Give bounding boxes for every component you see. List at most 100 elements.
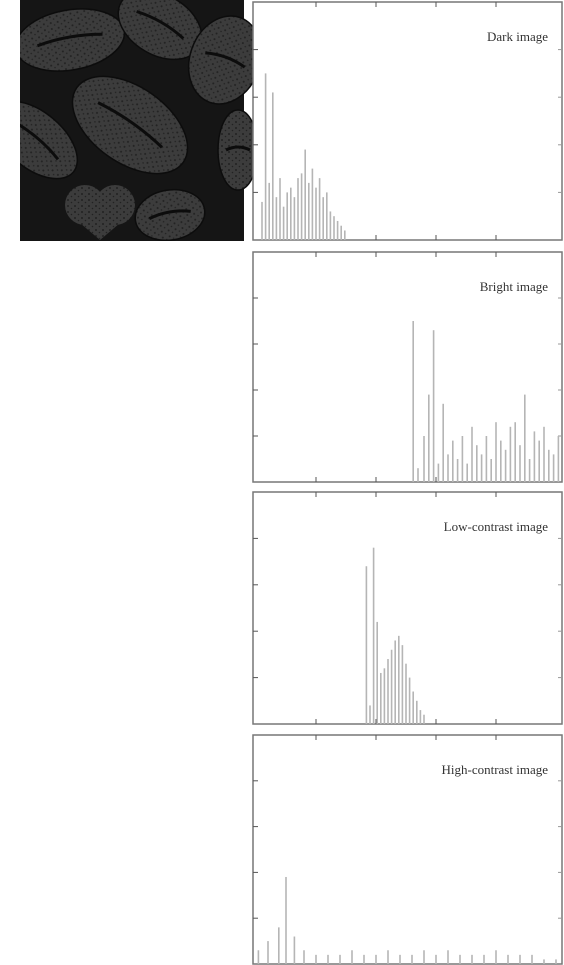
hist-bar xyxy=(438,464,440,482)
hist-bar xyxy=(538,441,540,482)
grain-slit xyxy=(37,281,103,295)
hist-bar xyxy=(507,955,509,964)
heart-lobe xyxy=(65,435,105,475)
hist-bar xyxy=(297,178,299,240)
pollen-image xyxy=(0,0,273,246)
grain xyxy=(11,251,130,329)
hist-bar xyxy=(452,441,454,482)
hist-bar xyxy=(301,173,303,240)
grain xyxy=(0,336,91,443)
hist-bar xyxy=(495,950,497,964)
grain-slit xyxy=(205,540,245,557)
grain-slit xyxy=(226,397,250,400)
hist-bar xyxy=(363,955,365,964)
hist-bar xyxy=(312,169,314,240)
grain-body xyxy=(11,251,130,329)
hist-bar xyxy=(447,454,449,482)
hist-bar xyxy=(366,566,368,724)
grain-slit xyxy=(226,637,250,640)
hist-bar xyxy=(376,622,378,724)
image-bg xyxy=(10,733,244,965)
hist-bar xyxy=(283,207,285,240)
grain-body xyxy=(0,576,91,683)
grain-slit xyxy=(12,608,60,649)
panel-title: Dark image xyxy=(487,29,548,44)
hist-bar xyxy=(369,705,371,724)
grain-body xyxy=(106,227,214,324)
hist-bar xyxy=(337,221,339,240)
hist-bar xyxy=(558,436,560,482)
grain-slit xyxy=(98,350,164,397)
hist-bar xyxy=(344,230,346,240)
hist-bar xyxy=(534,431,536,482)
grain-body xyxy=(131,917,209,965)
panel-title: High-contrast image xyxy=(442,762,549,777)
hist-bar xyxy=(258,950,260,964)
grain-slit xyxy=(137,259,185,289)
hist-bar xyxy=(543,427,545,482)
grain xyxy=(106,710,214,807)
hist-bar xyxy=(279,178,281,240)
hist-bar xyxy=(351,950,353,964)
heart-lobe xyxy=(65,918,105,958)
grain-slit xyxy=(12,851,60,892)
grain xyxy=(0,819,91,926)
hist-bar xyxy=(327,955,329,964)
hist-bar xyxy=(476,445,478,482)
grain-slit xyxy=(149,941,191,951)
hist-bar xyxy=(387,659,389,724)
grain xyxy=(11,734,130,812)
hist-bar xyxy=(433,330,435,482)
grain-slit xyxy=(137,742,185,772)
grain-body xyxy=(218,843,258,923)
hist-bar xyxy=(278,927,280,964)
grain-body xyxy=(55,790,205,927)
hist-bar xyxy=(384,668,386,724)
hist-bar xyxy=(294,197,296,240)
hist-bar xyxy=(447,950,449,964)
grain-body xyxy=(131,674,209,735)
grain-body xyxy=(0,336,91,443)
grain-body xyxy=(218,600,258,680)
pollen-image xyxy=(0,710,273,965)
grain-slit xyxy=(205,300,245,317)
grain xyxy=(106,467,214,564)
hist-bar xyxy=(428,395,430,482)
hist-bar xyxy=(304,150,306,240)
grain-slit xyxy=(37,764,103,778)
hist-bar xyxy=(268,183,270,240)
grain-slit xyxy=(137,499,185,529)
heart-tip xyxy=(67,462,133,490)
hist-bar xyxy=(261,202,263,240)
hist-bar xyxy=(457,459,459,482)
grain-body xyxy=(218,360,258,440)
hist-bar xyxy=(486,436,488,482)
hist-bar xyxy=(543,959,545,964)
hist-bar xyxy=(435,955,437,964)
grain xyxy=(131,434,209,495)
hist-bar xyxy=(531,955,533,964)
heart-lobe xyxy=(95,918,135,958)
hist-bar xyxy=(303,950,305,964)
grain-slit xyxy=(98,833,164,880)
image-bg xyxy=(10,490,244,725)
hist-bar xyxy=(387,950,389,964)
hist-bar xyxy=(442,404,444,482)
hist-bar xyxy=(315,188,317,240)
hist-bar xyxy=(315,955,317,964)
hist-bar xyxy=(373,548,375,724)
hist-bar xyxy=(405,664,407,724)
hist-bar xyxy=(510,427,512,482)
grain-body xyxy=(106,467,214,564)
hist-bar xyxy=(524,395,526,482)
figure: Dark imageBright imageLow-contrast image… xyxy=(0,0,564,965)
panel-title: Low-contrast image xyxy=(444,519,549,534)
hist-bar xyxy=(423,715,425,724)
hist-bar xyxy=(411,955,413,964)
grain-body xyxy=(218,110,258,190)
hist-bar xyxy=(265,73,267,240)
grain-slit xyxy=(149,698,191,708)
hist-bar xyxy=(420,710,422,724)
hist-bar xyxy=(483,955,485,964)
hist-bar xyxy=(471,427,473,482)
